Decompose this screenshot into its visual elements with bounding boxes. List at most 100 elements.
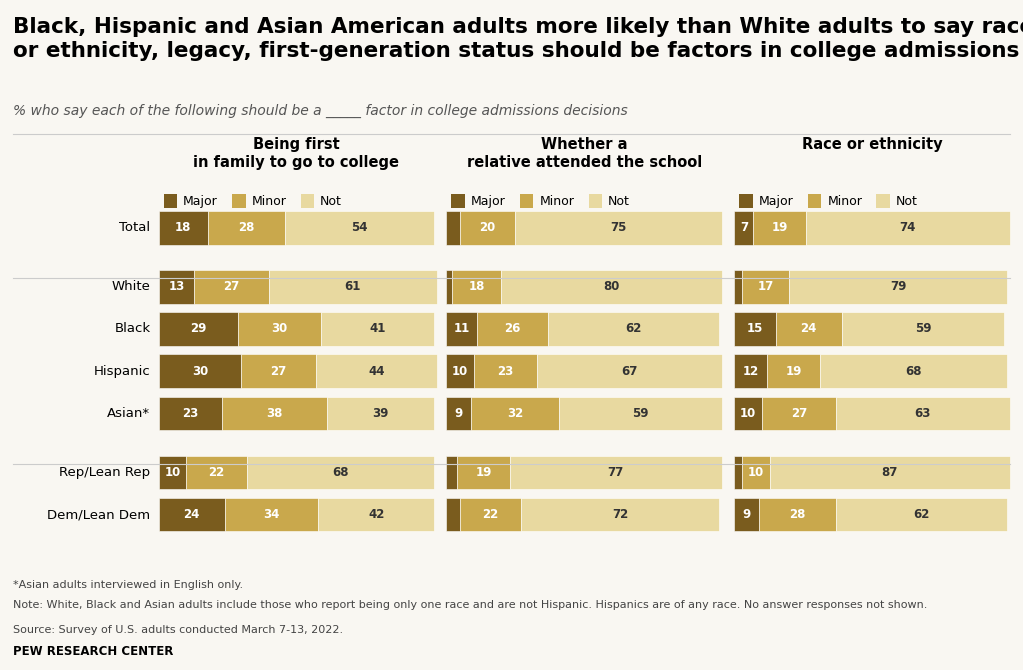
Bar [806,211,1010,245]
Text: White: White [112,280,150,293]
FancyBboxPatch shape [451,194,464,208]
Bar [457,456,509,489]
Text: 9: 9 [454,407,462,420]
Bar [159,397,222,430]
Bar [735,456,743,489]
Bar [159,354,241,388]
Text: 79: 79 [890,280,906,293]
Text: 44: 44 [368,364,385,378]
Text: Major: Major [183,194,218,208]
Bar [446,397,472,430]
Text: 27: 27 [223,280,239,293]
Bar [759,498,836,531]
Bar [446,312,477,346]
Bar [735,211,754,245]
Bar [836,397,1010,430]
Bar [452,270,501,304]
Text: 29: 29 [190,322,207,336]
Text: 41: 41 [369,322,386,336]
Text: 32: 32 [507,407,524,420]
Bar [460,498,521,531]
Text: Whether a
relative attended the school: Whether a relative attended the school [466,137,702,170]
Text: 68: 68 [332,466,349,479]
Bar [194,270,269,304]
Bar [762,397,836,430]
Bar [754,211,806,245]
Bar [186,456,247,489]
Text: 67: 67 [621,364,637,378]
Bar [446,498,460,531]
Text: 75: 75 [611,221,627,234]
Bar [836,498,1007,531]
Text: 68: 68 [905,364,922,378]
Bar [521,498,719,531]
Bar [241,354,316,388]
Bar [159,270,194,304]
Bar [446,270,452,304]
Text: 24: 24 [183,508,199,521]
Text: 22: 22 [482,508,498,521]
FancyBboxPatch shape [232,194,246,208]
FancyBboxPatch shape [808,194,821,208]
Bar [743,270,790,304]
Text: 7: 7 [740,221,748,234]
Text: 22: 22 [209,466,225,479]
Text: 19: 19 [786,364,802,378]
Text: Not: Not [896,194,918,208]
Text: Note: White, Black and Asian adults include those who report being only one race: Note: White, Black and Asian adults incl… [13,600,928,610]
Bar [790,270,1007,304]
FancyBboxPatch shape [588,194,602,208]
Text: % who say each of the following should be a _____ factor in college admissions d: % who say each of the following should b… [13,104,628,118]
Text: 59: 59 [915,322,931,336]
Text: Minor: Minor [539,194,574,208]
Text: 42: 42 [368,508,385,521]
Bar [735,354,767,388]
Text: Total: Total [120,221,150,234]
Bar [775,312,842,346]
Text: 12: 12 [743,364,759,378]
Bar [548,312,719,346]
Text: *Asian adults interviewed in English only.: *Asian adults interviewed in English onl… [13,580,243,590]
Bar [208,211,285,245]
Bar [446,354,474,388]
Bar [159,498,225,531]
Text: Major: Major [471,194,505,208]
Bar [222,397,326,430]
Bar [321,312,434,346]
Text: Hispanic: Hispanic [94,364,150,378]
Text: PEW RESEARCH CENTER: PEW RESEARCH CENTER [13,645,174,658]
Text: 30: 30 [191,364,208,378]
Text: 23: 23 [497,364,514,378]
Text: 20: 20 [480,221,496,234]
Text: 10: 10 [748,466,764,479]
FancyBboxPatch shape [520,194,533,208]
Bar [767,354,819,388]
Bar [285,211,434,245]
Text: 13: 13 [169,280,184,293]
Bar [446,456,457,489]
Text: 17: 17 [758,280,774,293]
Bar [735,270,743,304]
FancyBboxPatch shape [877,194,890,208]
Text: Black, Hispanic and Asian American adults more likely than White adults to say r: Black, Hispanic and Asian American adult… [13,17,1023,61]
Text: 63: 63 [915,407,931,420]
Bar [238,312,321,346]
Text: 23: 23 [182,407,198,420]
Text: 74: 74 [899,221,916,234]
Bar [516,211,722,245]
Bar [770,456,1010,489]
Bar [735,397,762,430]
Text: 19: 19 [476,466,492,479]
Text: Not: Not [320,194,342,208]
Bar [743,456,770,489]
Text: 24: 24 [800,322,816,336]
Text: 28: 28 [238,221,255,234]
Bar [735,312,775,346]
Bar [501,270,722,304]
Text: Black: Black [115,322,150,336]
Bar [477,312,548,346]
Text: 18: 18 [175,221,191,234]
Text: 10: 10 [740,407,756,420]
Bar [225,498,318,531]
Text: 26: 26 [504,322,521,336]
